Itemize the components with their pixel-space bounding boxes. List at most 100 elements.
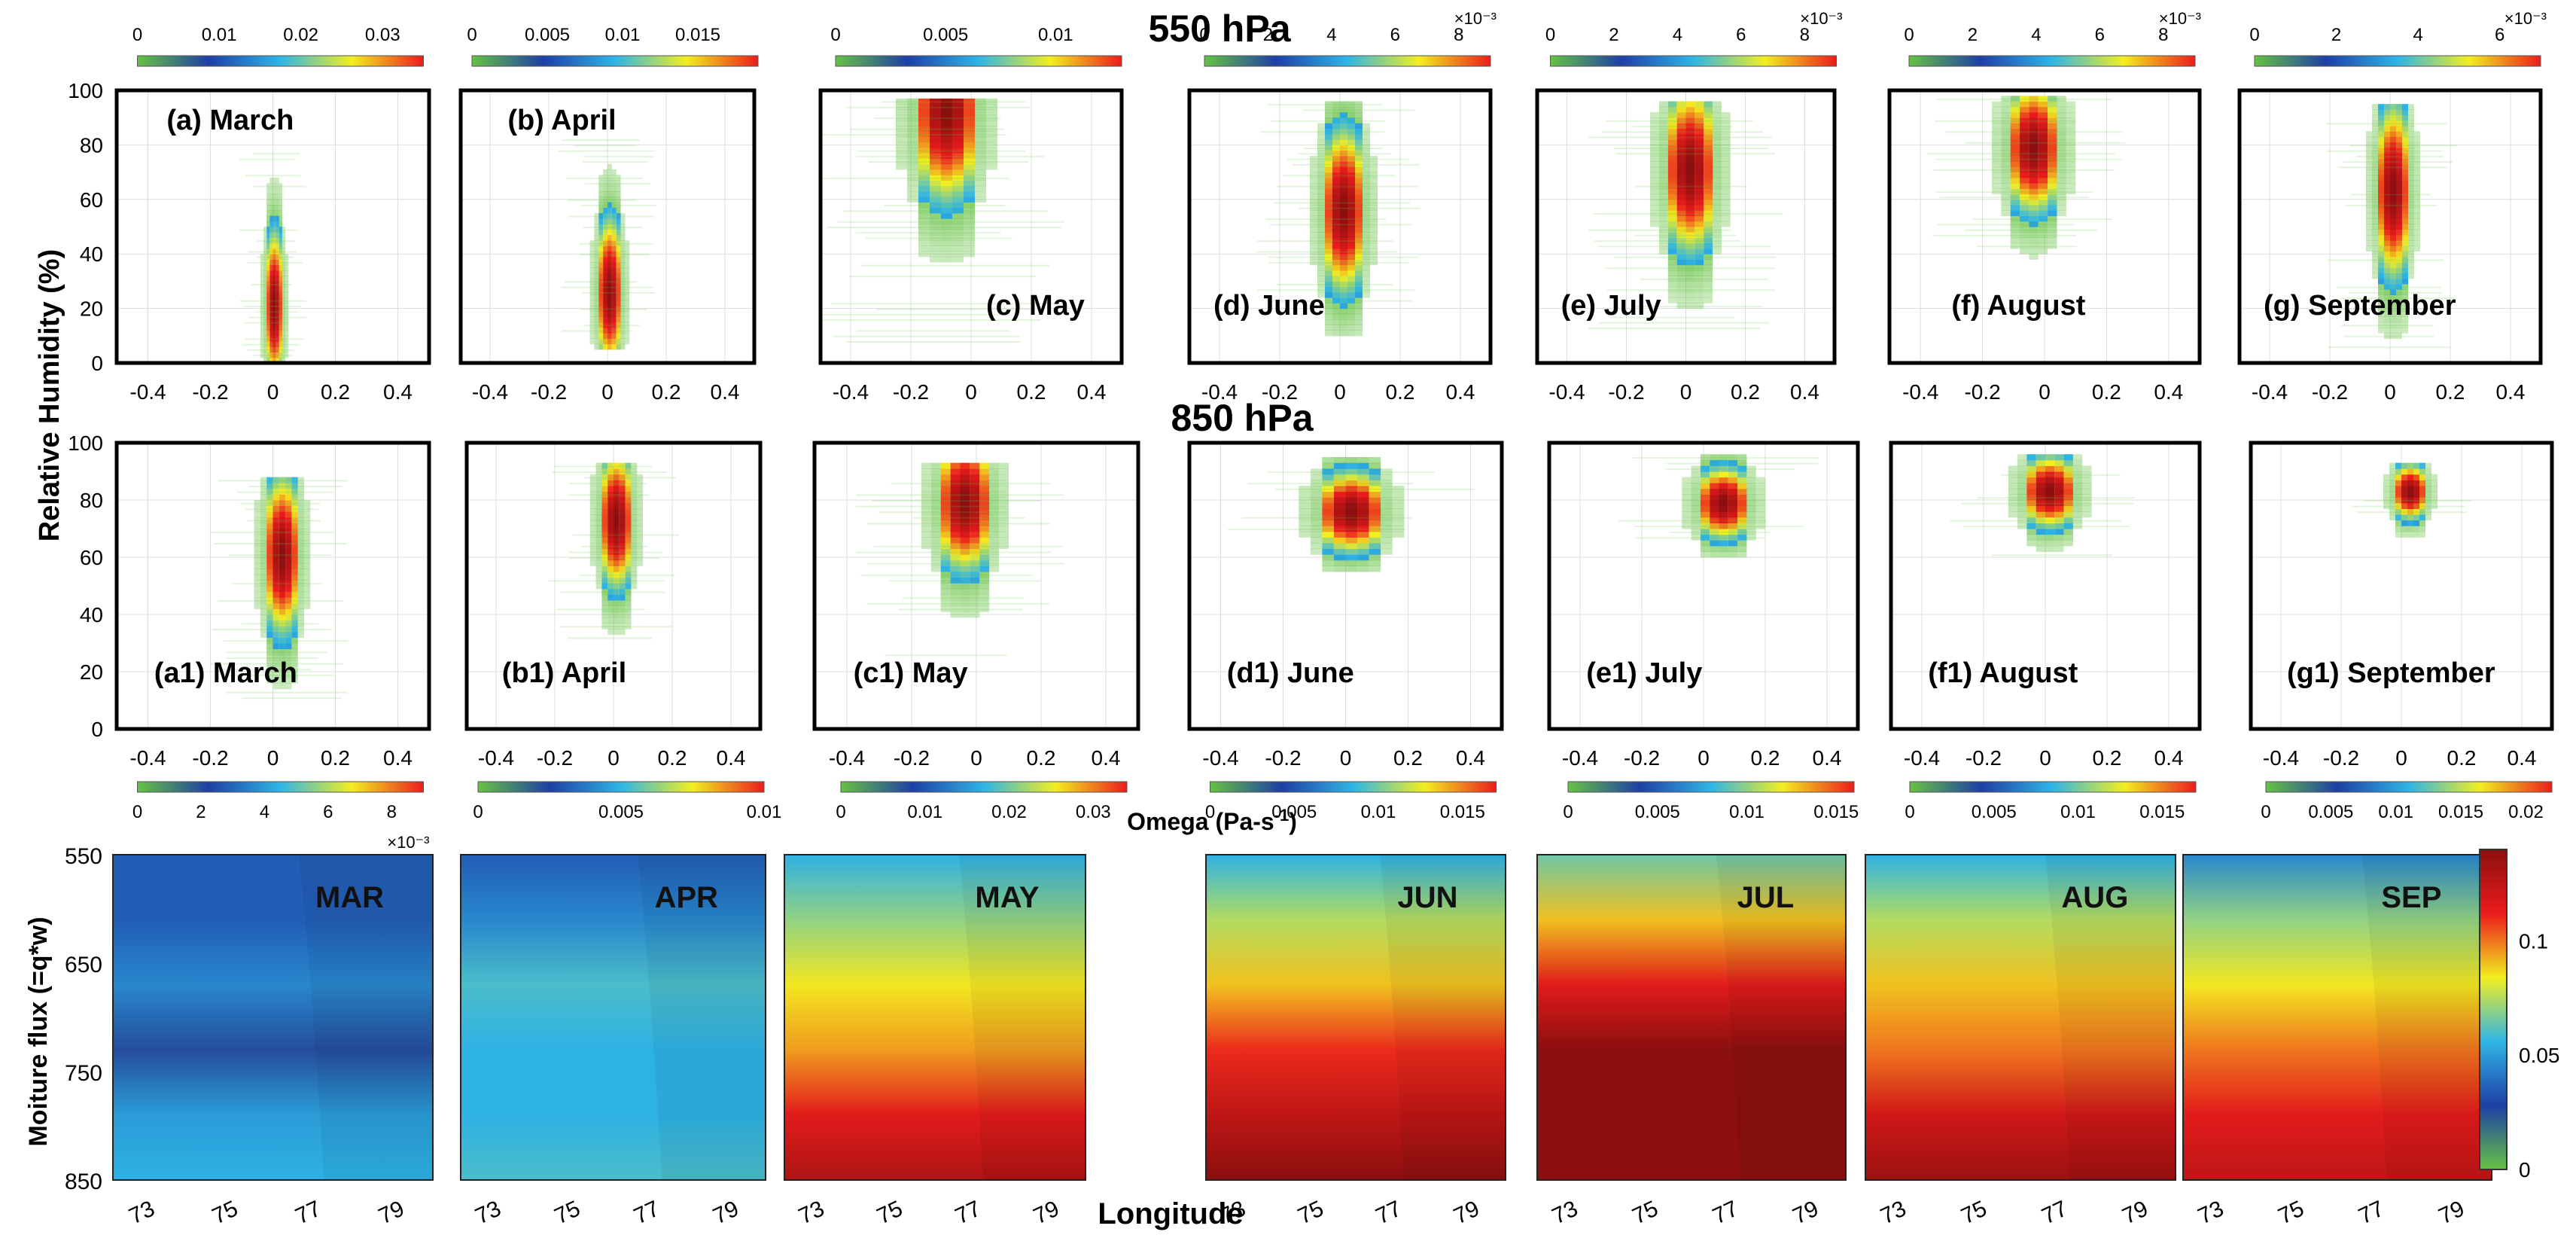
heat-cell: [1667, 259, 1677, 266]
heat-cell: [619, 543, 626, 550]
heat-cell: [637, 474, 643, 480]
heat-cell: [1700, 534, 1710, 541]
heat-cell: [1728, 488, 1738, 495]
heat-cell: [952, 234, 964, 241]
heat-cell: [619, 577, 626, 584]
heat-cell: [2390, 185, 2396, 192]
heat-cell: [2402, 316, 2408, 323]
heat-streak: [2352, 505, 2465, 508]
heat-cell: [607, 543, 614, 550]
heat-cell: [291, 529, 298, 535]
heat-cell: [625, 327, 630, 334]
x-tick-label: 0.4: [2154, 746, 2184, 770]
heat-cell: [2038, 242, 2048, 249]
heat-cell: [1700, 454, 1710, 461]
heat-cell: [269, 259, 273, 266]
heat-cell: [2396, 311, 2402, 317]
heat-cell: [2048, 123, 2057, 130]
heat-cell: [269, 264, 273, 271]
flux-x-tick-label: 75: [209, 1196, 242, 1229]
colorbar-tick-label: 0.015: [675, 25, 720, 45]
heat-cell: [2414, 148, 2420, 154]
heat-cell: [285, 335, 289, 342]
heat-cell: [2431, 497, 2437, 504]
heat-cell: [1700, 505, 1710, 512]
heat-cell: [1347, 319, 1355, 325]
heat-cell: [1317, 286, 1325, 293]
heat-cell: [896, 136, 907, 143]
heat-cell: [1310, 537, 1323, 544]
heat-cell: [2072, 465, 2083, 472]
heat-cell: [2036, 494, 2045, 501]
heat-cell: [979, 486, 990, 492]
heat-cell: [589, 531, 596, 538]
heat-cell: [273, 276, 276, 282]
heat-cell: [2396, 185, 2402, 192]
heat-cell: [1650, 139, 1659, 145]
heat-cell: [631, 491, 638, 498]
heat-cell: [276, 286, 279, 293]
heat-cell: [1340, 276, 1347, 282]
heat-cell: [918, 234, 930, 241]
heat-cell: [2396, 120, 2402, 127]
heat-cell: [598, 316, 604, 323]
heat-cell: [1700, 523, 1710, 529]
heat-cell: [1667, 123, 1677, 130]
heat-cell: [960, 577, 970, 584]
heat-cell: [2072, 454, 2083, 461]
heat-cell: [970, 531, 980, 538]
heat-cell: [285, 643, 292, 650]
heat-cell: [941, 180, 952, 187]
heat-cell: [282, 286, 286, 293]
heat-cell: [285, 666, 292, 672]
heat-cell: [2396, 136, 2402, 143]
heat-cell: [2383, 497, 2389, 504]
heat-cell: [2045, 494, 2055, 501]
heat-cell: [2372, 109, 2378, 116]
heat-cell: [986, 131, 997, 138]
heat-cell: [1694, 215, 1704, 222]
x-tick-label: 0.2: [2093, 746, 2122, 770]
heat-cell: [975, 98, 986, 105]
heat-cell: [2414, 240, 2420, 246]
heat-cell: [2390, 153, 2396, 159]
heat-cell: [1682, 500, 1691, 507]
heat-cell: [273, 346, 276, 353]
heat-cell: [1737, 540, 1747, 547]
heat-cell: [989, 548, 1000, 555]
heat-cell: [625, 300, 630, 306]
heat-cell: [2026, 477, 2036, 483]
heat-cell: [279, 248, 282, 255]
heat-cell: [2402, 175, 2408, 181]
heat-cell: [607, 256, 612, 263]
heat-cell: [620, 316, 626, 323]
heat-cell: [2396, 218, 2402, 224]
heat-cell: [625, 554, 632, 561]
heat-cell: [2402, 148, 2408, 154]
heat-cell: [1991, 139, 2002, 145]
heat-cell: [2008, 483, 2018, 489]
heat-cell: [1310, 531, 1323, 538]
heat-cell: [979, 543, 990, 550]
heat-cell: [1347, 155, 1355, 162]
heat-cell: [960, 588, 970, 595]
heat-cell: [2020, 183, 2029, 189]
heat-streak: [248, 251, 297, 253]
heat-cell: [601, 502, 608, 509]
heat-cell: [1370, 248, 1378, 255]
heat-cell: [603, 333, 607, 339]
heat-cell: [2020, 177, 2029, 184]
heat-cell: [2038, 248, 2048, 255]
heat-cell: [2026, 471, 2036, 478]
heat-cell: [282, 319, 286, 325]
heat-streak: [553, 465, 653, 468]
flux-frame: [112, 854, 434, 1181]
colorbar-tick-label: 6: [1736, 25, 1746, 45]
heat-cell: [282, 341, 286, 347]
heat-cell: [1317, 237, 1325, 244]
heat-streak: [1667, 462, 1818, 465]
heat-cell: [614, 583, 620, 590]
heat-cell: [611, 343, 617, 350]
heat-cell: [2038, 177, 2048, 184]
heat-cell: [1363, 215, 1370, 222]
